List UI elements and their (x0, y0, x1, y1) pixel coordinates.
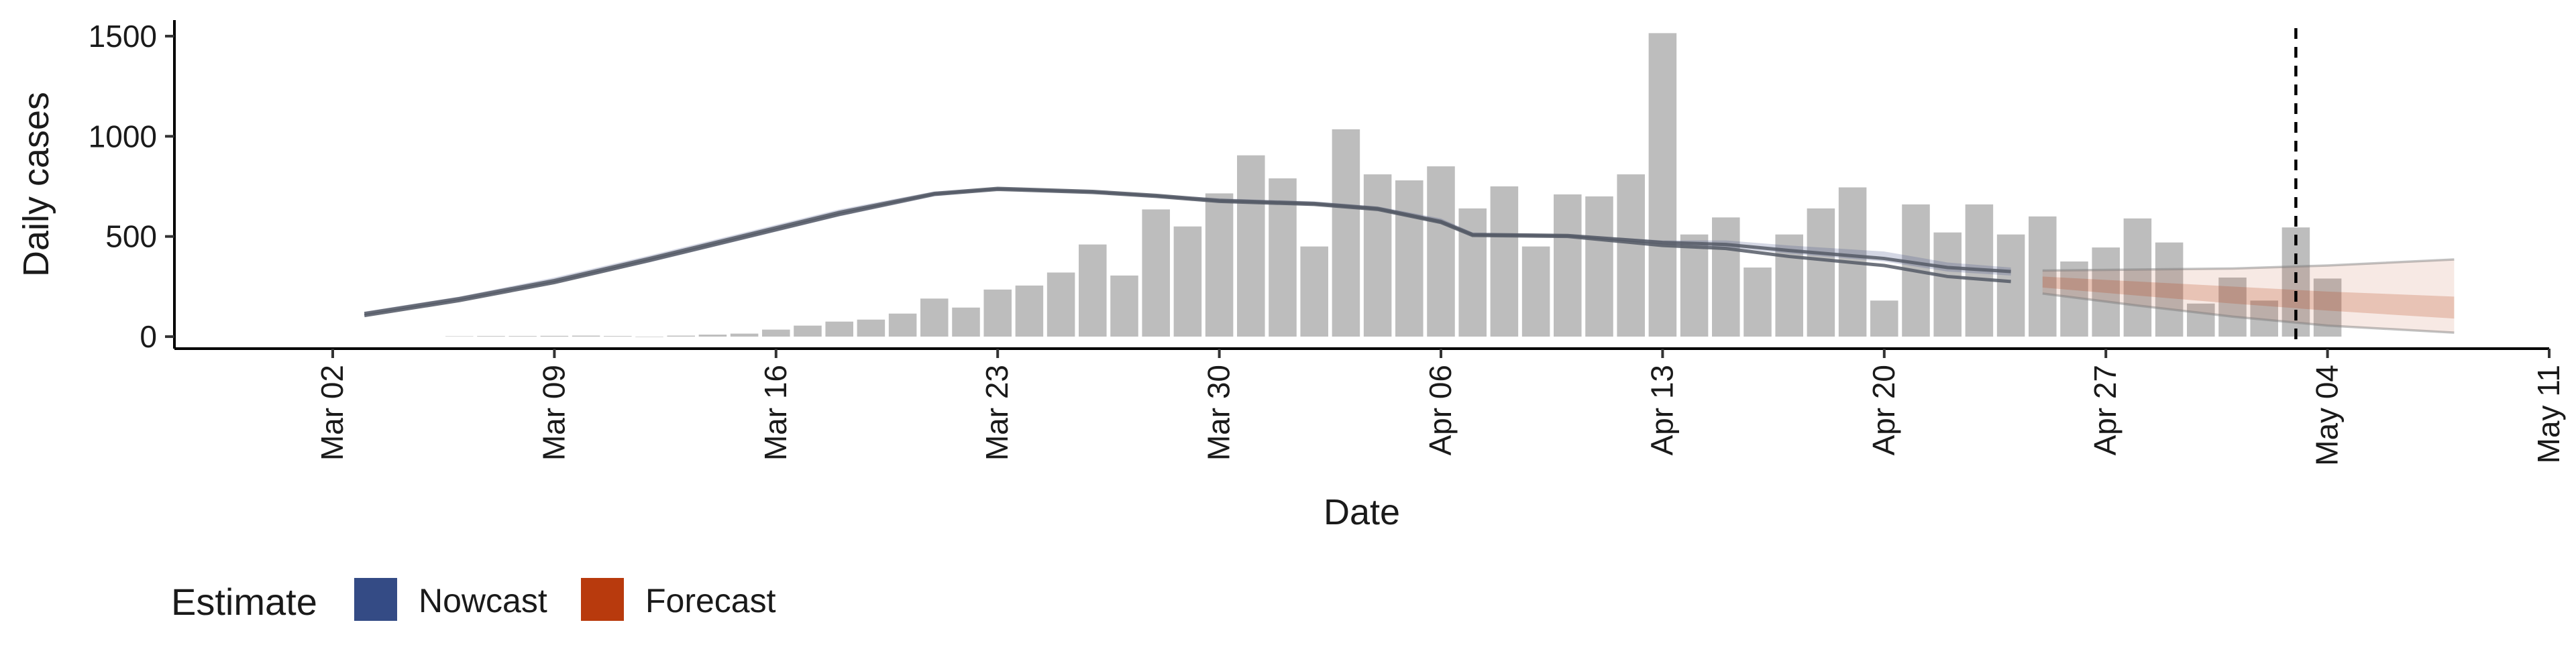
bar-7 (667, 335, 695, 337)
x-tick-label-3: Mar 23 (979, 365, 1014, 461)
bar-25 (1237, 155, 1265, 337)
bar-55 (2187, 303, 2215, 337)
bar-36 (1585, 196, 1613, 337)
bar-19 (1046, 272, 1075, 337)
y-tick-label-3: 1500 (89, 19, 157, 54)
legend-label-nowcast: Nowcast (419, 582, 547, 620)
x-tick-label-8: Apr 27 (2088, 365, 2123, 456)
x-tick-label-1: Mar 09 (536, 365, 571, 461)
y-tick-label-1: 500 (105, 219, 157, 254)
bar-8 (698, 335, 727, 337)
bar-13 (857, 319, 885, 337)
bar-56 (2218, 277, 2247, 337)
bar-35 (1554, 194, 1582, 337)
legend-swatch-nowcast (354, 578, 397, 621)
bar-53 (2123, 218, 2152, 337)
bar-31 (1427, 166, 1455, 337)
bar-3 (540, 335, 569, 337)
forecast-band-1 (2042, 276, 2455, 319)
bar-17 (983, 289, 1012, 337)
legend: Estimate Nowcast Forecast (171, 578, 776, 623)
forecast-edge-1 (2042, 258, 2455, 272)
bar-40 (1712, 217, 1740, 337)
y-tick-label-0: 0 (140, 319, 157, 354)
bar-16 (952, 307, 980, 337)
bar-34 (1521, 246, 1550, 337)
x-tick-label-4: Mar 30 (1201, 365, 1236, 461)
bar-21 (1110, 275, 1138, 337)
bar-27 (1300, 246, 1328, 337)
bar-22 (1142, 209, 1170, 337)
bars-layer (445, 33, 2342, 337)
bar-59 (2313, 278, 2342, 337)
bar-54 (2155, 242, 2184, 337)
bar-0 (445, 336, 474, 337)
bar-57 (2250, 300, 2278, 337)
bar-14 (888, 313, 917, 337)
forecast-band-0 (2042, 259, 2455, 333)
bar-23 (1173, 226, 1202, 337)
bar-29 (1363, 174, 1392, 337)
nowcast-line-1 (364, 187, 2011, 318)
bar-9 (730, 333, 759, 337)
x-tick-label-2: Mar 16 (758, 365, 793, 461)
legend-label-forecast: Forecast (645, 582, 776, 620)
bar-10 (762, 329, 790, 337)
bar-2 (508, 336, 537, 337)
bar-28 (1332, 129, 1360, 337)
bar-11 (794, 325, 822, 337)
bar-49 (1996, 234, 2025, 337)
forecast-edge-0 (2042, 292, 2455, 334)
bar-24 (1205, 193, 1234, 337)
bar-30 (1395, 180, 1424, 337)
bar-47 (1933, 232, 1962, 337)
bar-43 (1807, 208, 1835, 337)
x-axis-title: Date (1324, 492, 1400, 532)
x-tick-label-7: Apr 20 (1866, 365, 1901, 456)
x-tick-label-6: Apr 13 (1644, 365, 1679, 456)
bar-38 (1648, 33, 1677, 337)
bar-50 (2029, 216, 2057, 337)
axes-layer: 0 500 1000 1500 Mar 02 Mar 09 Mar 16 Mar 23 Mar … (89, 19, 2566, 466)
legend-title: Estimate (171, 581, 317, 623)
bar-18 (1015, 285, 1044, 337)
bar-45 (1870, 300, 1898, 337)
bar-32 (1458, 208, 1487, 337)
x-tick-label-0: Mar 02 (315, 365, 350, 461)
bar-1 (477, 336, 505, 337)
x-tick-label-9: May 04 (2310, 365, 2345, 466)
series-layer (364, 186, 2455, 334)
x-tick-label-5: Apr 06 (1423, 365, 1458, 456)
bar-39 (1680, 234, 1709, 337)
bar-4 (572, 335, 600, 337)
bar-15 (920, 298, 949, 337)
bar-5 (604, 336, 632, 337)
bar-12 (825, 321, 853, 337)
y-axis-title: Daily cases (16, 92, 56, 277)
bar-33 (1490, 186, 1519, 337)
bar-41 (1743, 267, 1772, 337)
bar-37 (1617, 174, 1645, 337)
bar-51 (2060, 261, 2088, 337)
x-tick-label-10: May 11 (2531, 365, 2566, 463)
y-tick-label-2: 1000 (89, 119, 157, 154)
bar-52 (2092, 247, 2120, 337)
legend-swatch-forecast (581, 578, 624, 621)
bar-20 (1079, 244, 1107, 337)
